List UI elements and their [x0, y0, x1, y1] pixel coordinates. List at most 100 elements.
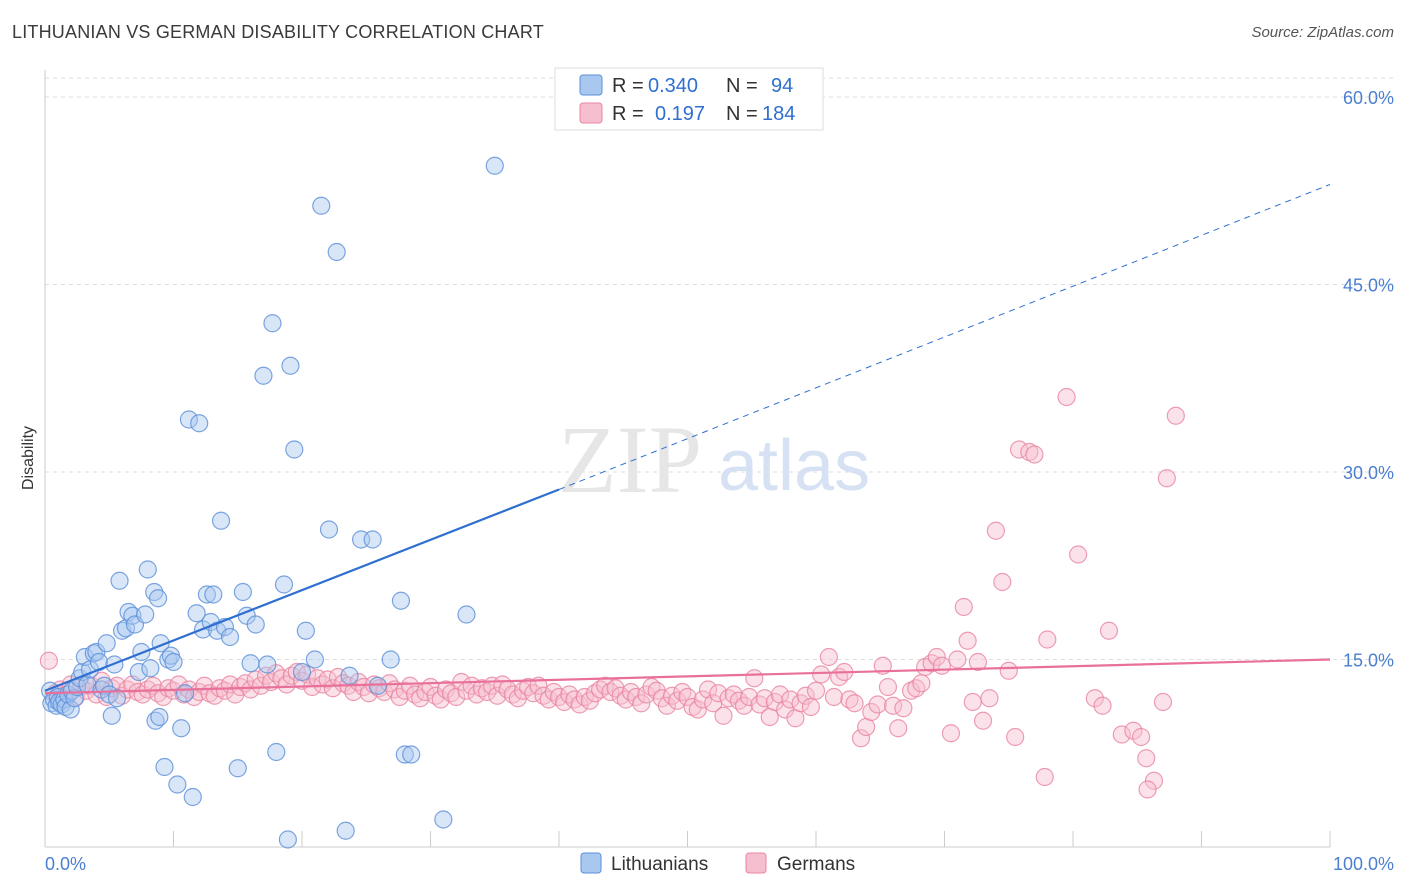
germans-point [241, 680, 260, 699]
grid-lines [45, 77, 1394, 660]
lithuanians-point [150, 707, 169, 727]
germans-point [668, 691, 687, 710]
germans-point [673, 682, 692, 702]
germans-point [1166, 406, 1185, 425]
legend-swatch-lithuanians [579, 74, 603, 96]
chart-source: Source: ZipAtlas.com [1251, 24, 1394, 41]
x-axis-ticks [173, 831, 1331, 847]
lithuanians-point [233, 582, 252, 602]
germans-point [632, 694, 651, 713]
germans-point [714, 706, 733, 725]
lithuanians-point [305, 650, 324, 669]
lithuanians-point [274, 575, 294, 594]
germans-point [678, 687, 697, 707]
germans-point [878, 677, 898, 697]
germans-point [698, 680, 718, 699]
lithuanians-point [95, 676, 114, 695]
germans-point [932, 656, 952, 675]
germans-point [154, 687, 173, 707]
germans-points [39, 387, 1185, 799]
germans-point [1057, 387, 1076, 407]
chart-title: LITHUANIAN VS GERMAN DISABILITY CORRELAT… [12, 22, 544, 42]
lithuanians-point [340, 666, 359, 685]
germans-point [806, 681, 826, 700]
germans-point [1006, 727, 1025, 747]
germans-point [894, 699, 913, 718]
germans-point [740, 687, 759, 707]
watermark-zip: ZIP [558, 406, 702, 513]
lithuanians-point [107, 689, 127, 708]
germans-point [621, 682, 641, 702]
germans-point [907, 679, 926, 698]
germans-point [1093, 696, 1112, 715]
lithuanians-point [312, 196, 331, 215]
germans-point [968, 652, 988, 672]
lithuanians-point [155, 757, 174, 777]
lithuanians-point [61, 700, 80, 719]
lithuanians-point [363, 530, 382, 549]
germans-point [693, 690, 713, 709]
germans-point [986, 521, 1006, 540]
lithuanians-point [97, 634, 116, 653]
y-tick-label: 45.0% [1343, 276, 1394, 296]
lithuanians-point [402, 745, 421, 764]
lithuanians-point [485, 156, 504, 175]
legend-n-value-1: 94 [771, 75, 793, 97]
lithuanians-point [197, 585, 217, 604]
watermark-atlas: atlas [718, 426, 870, 506]
lithuanians-trend-line [44, 488, 560, 692]
bottom-legend-swatch-lithuanians [580, 852, 602, 874]
lithuanians-trend-extension [558, 184, 1331, 490]
germans-point [251, 676, 270, 695]
germans-point [1085, 689, 1104, 708]
lithuanians-point [254, 366, 273, 385]
germans-point [1025, 445, 1044, 464]
lithuanians-point [241, 654, 260, 673]
germans-point [1035, 767, 1054, 787]
lithuanians-point [263, 314, 282, 333]
lithuanians-point [395, 745, 414, 764]
germans-point [431, 690, 450, 709]
lithuanians-point [391, 591, 411, 610]
trend-lines [44, 184, 1331, 695]
bottom-legend: Lithuanians Germans [580, 852, 855, 875]
germans-point [851, 729, 871, 748]
germans-point [868, 695, 887, 714]
lithuanians-point [138, 560, 157, 579]
legend-swatch-germans [579, 102, 603, 124]
lithuanians-point [285, 440, 304, 459]
germans-point [927, 647, 946, 667]
germans-point [683, 697, 702, 717]
lithuanians-point [246, 615, 265, 634]
watermark: ZIP atlas [558, 406, 870, 513]
germans-point [734, 696, 754, 715]
germans-point [963, 692, 982, 712]
lithuanians-point [190, 414, 209, 433]
germans-point [912, 674, 931, 693]
lithuanians-point [278, 830, 297, 849]
germans-point [824, 687, 844, 707]
lithuanians-point [129, 662, 148, 682]
germans-point [400, 676, 420, 695]
germans-point [755, 689, 774, 708]
germans-point [729, 691, 749, 710]
legend-n-label-2: N = [726, 103, 758, 125]
lithuanians-point [164, 652, 183, 672]
lithuanians-point [220, 627, 240, 647]
germans-point [349, 672, 368, 692]
lithuanians-point [336, 821, 355, 840]
germans-point [819, 647, 838, 667]
germans-point [796, 686, 815, 705]
germans-point [1112, 725, 1131, 744]
legend-r-value-1: 0.340 [648, 75, 698, 97]
bottom-legend-swatch-germans [745, 852, 767, 874]
lithuanians-point [319, 520, 339, 539]
bottom-legend-lithuanians: Lithuanians [611, 854, 708, 875]
legend-n-label-1: N = [726, 75, 758, 97]
lithuanians-points [41, 156, 504, 849]
lithuanians-point [168, 775, 187, 794]
germans-point [954, 597, 973, 617]
lithuanians-point [141, 659, 160, 678]
legend-r-value-2: 0.197 [655, 103, 705, 125]
